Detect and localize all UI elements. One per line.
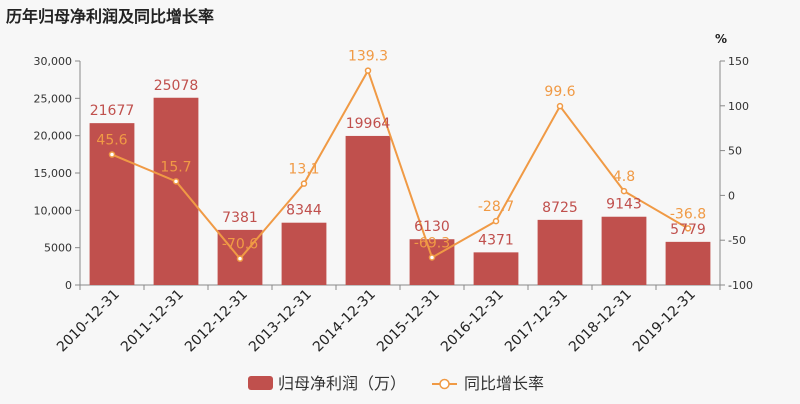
- left-tick-label: 10,000: [34, 204, 73, 217]
- left-tick-label: 20,000: [34, 130, 73, 143]
- x-tick-label: 2012-12-31: [182, 287, 251, 356]
- right-tick-label: -100: [728, 279, 753, 292]
- legend-bar-label: 归母净利润（万）: [278, 374, 406, 393]
- line-point: [364, 67, 372, 74]
- bar: [537, 219, 583, 285]
- bar-value-label: 4371: [478, 232, 514, 248]
- bar: [281, 222, 327, 285]
- x-tick-label: 2017-12-31: [502, 287, 571, 356]
- bar-value-label: 5779: [670, 222, 706, 238]
- bar: [409, 239, 455, 285]
- line-point: [108, 151, 116, 158]
- line-point: [492, 217, 500, 225]
- bar: [601, 216, 647, 285]
- bar: [153, 97, 199, 285]
- bar-value-label: 7381: [222, 210, 258, 226]
- line-point: [236, 255, 244, 262]
- line-value-label: -36.8: [670, 206, 706, 222]
- line-point: [428, 254, 436, 261]
- line-value-label: 4.8: [613, 169, 635, 185]
- line-value-label: 99.6: [544, 84, 575, 100]
- x-tick-label: 2015-12-31: [374, 287, 443, 356]
- x-tick-label: 2013-12-31: [246, 287, 315, 356]
- bar-value-label: 21677: [90, 103, 135, 119]
- left-tick-label: 5000: [44, 242, 72, 255]
- bar: [345, 135, 391, 285]
- x-tick-label: 2016-12-31: [438, 287, 507, 356]
- line-point: [684, 225, 692, 232]
- x-tick-label: 2014-12-31: [310, 287, 379, 356]
- x-tick-label: 2018-12-31: [566, 287, 635, 356]
- line-value-label: -28.7: [478, 199, 514, 215]
- right-tick-label: 0: [728, 189, 735, 202]
- growth-line: [111, 68, 689, 261]
- line-value-label: 13.1: [288, 162, 319, 178]
- line-point: [620, 187, 628, 195]
- x-tick-label: 2010-12-31: [54, 287, 123, 356]
- right-tick-label: -50: [728, 234, 746, 247]
- legend-line-marker: [439, 378, 450, 390]
- legend-bar-swatch: [248, 376, 273, 390]
- legend-line-label: 同比增长率: [464, 374, 544, 393]
- bar: [665, 241, 711, 285]
- line-point: [172, 178, 180, 185]
- right-axis-unit: %: [715, 32, 727, 46]
- bar-value-label: 6130: [414, 219, 450, 235]
- line-point: [300, 180, 308, 187]
- x-tick-label: 2019-12-31: [630, 287, 699, 356]
- line-value-label: -69.3: [414, 235, 450, 251]
- chart-title: 历年归母净利润及同比增长率: [6, 7, 215, 26]
- right-tick-label: 100: [728, 100, 749, 113]
- line-value-label: -70.6: [222, 237, 258, 253]
- right-tick-label: 50: [728, 145, 742, 158]
- x-tick-label: 2011-12-31: [118, 287, 187, 356]
- bar-value-label: 8725: [542, 200, 578, 216]
- left-tick-label: 0: [65, 279, 72, 292]
- line-value-label: 15.7: [160, 159, 191, 175]
- bar-value-label: 19964: [346, 116, 391, 132]
- right-tick-label: 150: [728, 55, 749, 68]
- bar-value-label: 9143: [606, 197, 642, 213]
- line-point: [556, 102, 564, 110]
- left-tick-label: 25,000: [34, 92, 73, 105]
- left-tick-label: 30,000: [34, 55, 73, 68]
- left-tick-label: 15,000: [34, 167, 73, 180]
- bar: [89, 123, 135, 285]
- bar-value-label: 25078: [154, 78, 199, 94]
- bar: [473, 252, 519, 285]
- bar-value-label: 8344: [286, 203, 322, 219]
- line-value-label: 45.6: [96, 133, 127, 149]
- line-value-label: 139.3: [348, 49, 388, 65]
